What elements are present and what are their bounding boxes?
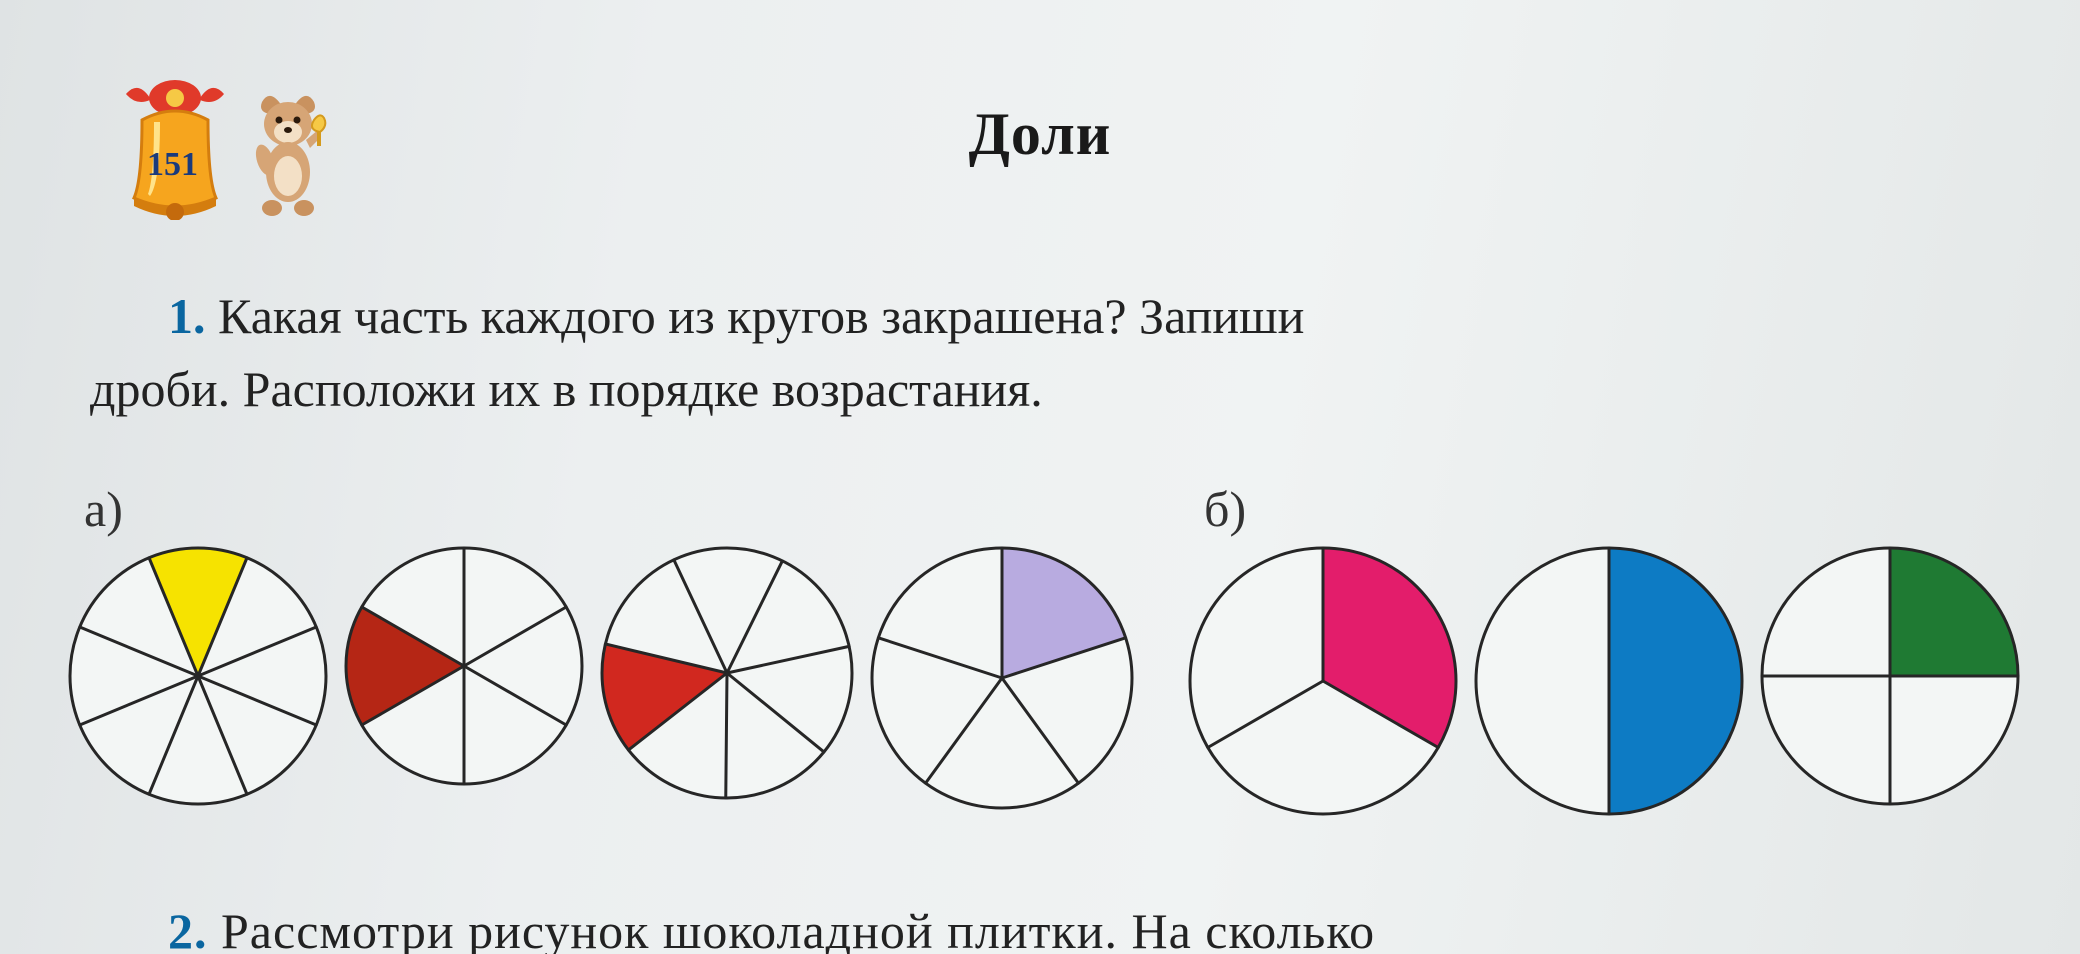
group-b-pie-3: [1758, 544, 2022, 808]
header: 151 Доли: [0, 70, 2080, 230]
group-b-pie-1: [1186, 544, 1460, 818]
group-a-pie-1: [66, 544, 330, 808]
page: 151 Доли 1. Какая часть каждого из круго…: [0, 0, 2080, 954]
task-1-line-2: дроби. Расположи их в порядке возрастани…: [90, 361, 1043, 417]
section-title: Доли: [0, 100, 2080, 169]
group-b-pie-2: [1472, 544, 1746, 818]
group-a-pie-4: [868, 544, 1136, 812]
task-2-number: 2.: [90, 903, 208, 954]
group-a: а): [60, 480, 1180, 818]
circles-row: а) б): [60, 480, 2040, 818]
group-a-circles: [60, 544, 1180, 812]
group-b-circles: [1180, 544, 2040, 818]
task-1-line-1: Какая часть каждого из кругов закрашена?…: [218, 288, 1304, 344]
group-b: б): [1180, 480, 2040, 818]
group-a-label: а): [84, 480, 1180, 538]
task-1-number: 1.: [90, 288, 206, 344]
task-2-line: Рассмотри рисунок шоколадной плитки. На …: [221, 903, 1375, 954]
task-2-text: 2. Рассмотри рисунок шоколадной плитки. …: [90, 902, 1375, 954]
task-1-text: 1. Какая часть каждого из кругов закраше…: [90, 280, 2020, 425]
group-a-pie-3: [598, 544, 856, 802]
group-b-label: б): [1204, 480, 2040, 538]
group-a-pie-2: [342, 544, 586, 788]
